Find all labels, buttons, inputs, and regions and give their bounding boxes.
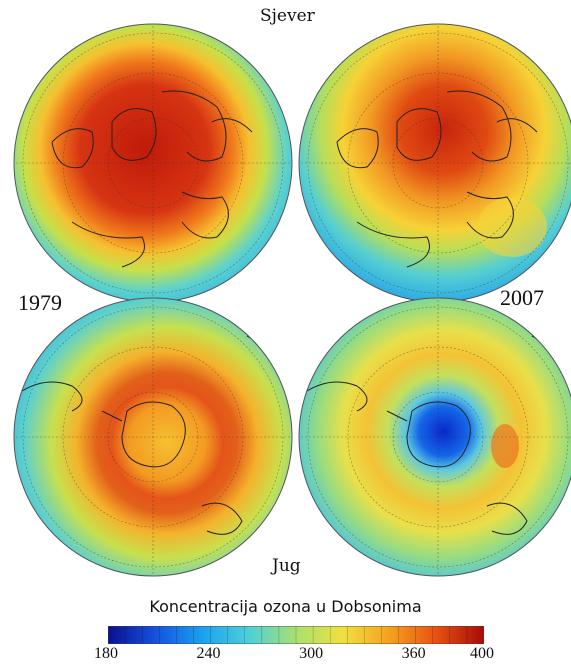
globe-north-1979 <box>12 22 294 304</box>
globe-north-2007 <box>297 22 571 304</box>
south-hemisphere-label: Jug <box>272 556 301 576</box>
legend-title: Koncentracija ozona u Dobsonima <box>149 597 422 616</box>
year-label-right: 2007 <box>500 285 544 310</box>
ozone-map-south-1979 <box>13 297 293 577</box>
colorbar <box>108 626 484 644</box>
colorbar-tick-label: 300 <box>299 645 324 662</box>
ozone-map-north-2007 <box>298 23 571 303</box>
ozone-map-south-2007 <box>298 297 571 577</box>
colorbar-tick-label: 240 <box>196 645 221 662</box>
globe-south-2007 <box>297 296 571 578</box>
north-hemisphere-label: Sjever <box>260 6 315 26</box>
colorbar-tick-label: 400 <box>470 645 494 662</box>
colorbar-tick-label: 180 <box>94 645 118 662</box>
colorbar-tick-label: 360 <box>401 645 426 662</box>
year-label-left: 1979 <box>18 290 62 315</box>
ozone-map-north-1979 <box>13 23 293 303</box>
globe-south-1979 <box>12 296 294 578</box>
